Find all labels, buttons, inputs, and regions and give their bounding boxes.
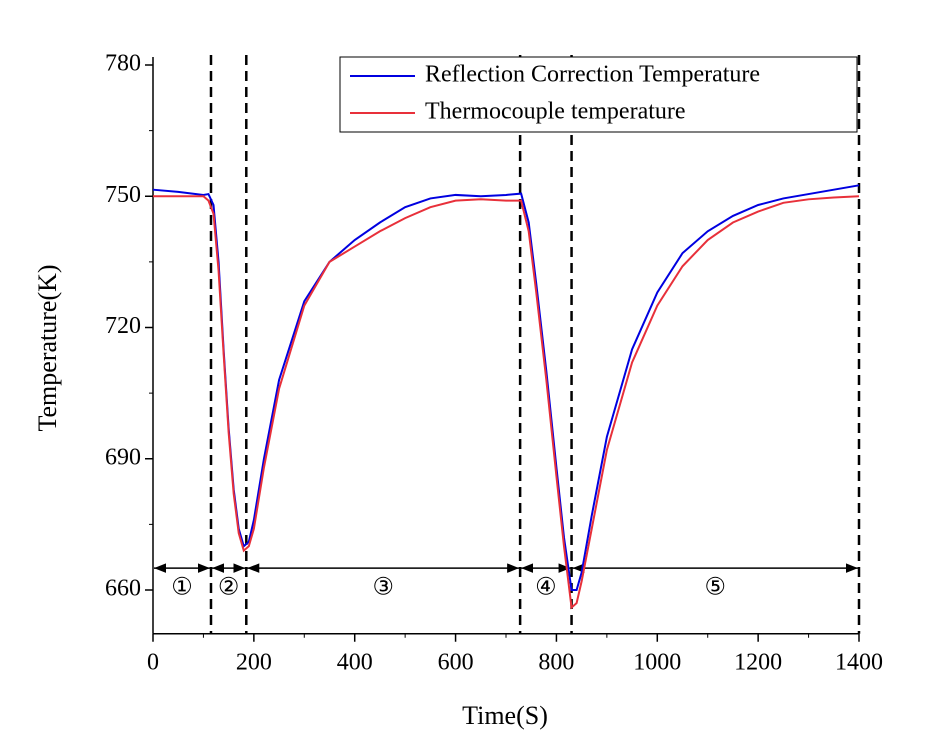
x-tick-label: 800 <box>538 649 574 675</box>
phase-label: ③ <box>372 575 394 601</box>
x-tick-label: 1000 <box>633 649 681 675</box>
x-tick-label: 400 <box>337 649 373 675</box>
y-axis-label: Temperature(K) <box>33 264 62 431</box>
x-tick-label: 0 <box>147 649 159 675</box>
y-tick-label: 750 <box>105 182 141 208</box>
legend-label: Thermocouple temperature <box>425 99 686 125</box>
legend-label: Reflection Correction Temperature <box>425 62 760 88</box>
phase-label: ② <box>218 575 240 601</box>
x-tick-label: 200 <box>236 649 272 675</box>
series-line <box>153 195 860 610</box>
legend-box <box>339 56 858 133</box>
y-tick-label: 690 <box>105 444 141 470</box>
series-line <box>152 184 860 591</box>
y-tick-label: 780 <box>105 51 141 77</box>
x-tick-label: 600 <box>438 649 474 675</box>
x-tick-label: 1200 <box>734 649 782 675</box>
x-axis-label: Time(S) <box>462 701 548 730</box>
y-tick-label: 660 <box>105 576 141 602</box>
y-tick-label: 720 <box>105 313 141 339</box>
phase-label: ① <box>171 575 193 601</box>
phase-label: ④ <box>535 575 557 601</box>
x-tick-label: 1400 <box>835 649 883 675</box>
phase-label: ⑤ <box>705 575 727 601</box>
